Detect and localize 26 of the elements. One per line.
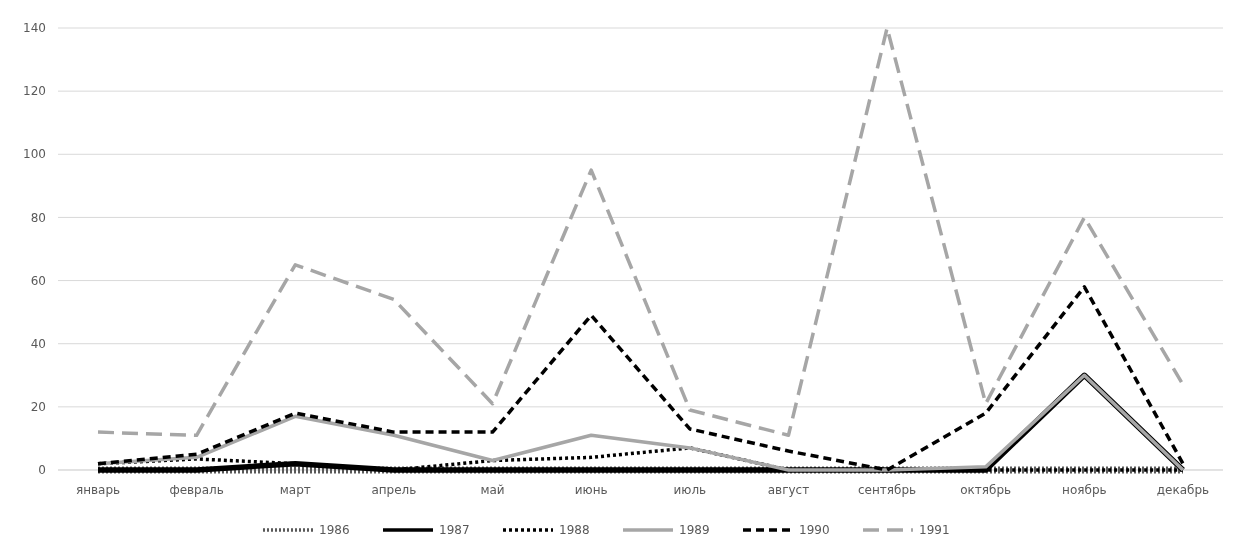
y-tick-label: 40: [30, 336, 46, 351]
legend-label: 1987: [439, 523, 470, 538]
x-tick-label: январь: [75, 483, 121, 497]
x-tick-label: декабрь: [1156, 483, 1210, 497]
y-tick-label: 80: [30, 210, 46, 225]
y-tick-label: 120: [23, 84, 46, 99]
legend-label: 1991: [919, 523, 950, 538]
x-tick-label: сентябрь: [858, 483, 917, 497]
y-tick-label: 60: [30, 273, 46, 288]
y-tick-label: 100: [23, 147, 46, 162]
x-tick-label: июль: [673, 483, 707, 497]
x-tick-label: август: [767, 483, 810, 497]
x-tick-label: март: [279, 483, 311, 497]
x-tick-label: май: [480, 483, 505, 497]
legend-label: 1988: [559, 523, 590, 538]
x-tick-label: июнь: [574, 483, 608, 497]
y-tick-label: 20: [30, 400, 46, 415]
y-tick-label: 140: [23, 21, 46, 36]
x-tick-label: октябрь: [960, 483, 1012, 497]
x-tick-label: ноябрь: [1062, 483, 1107, 497]
legend-label: 1990: [799, 523, 830, 538]
legend-label: 1986: [319, 523, 350, 538]
x-tick-label: февраль: [169, 483, 224, 497]
x-tick-label: апрель: [371, 483, 417, 497]
legend-label: 1989: [679, 523, 710, 538]
y-tick-label: 0: [38, 463, 46, 478]
